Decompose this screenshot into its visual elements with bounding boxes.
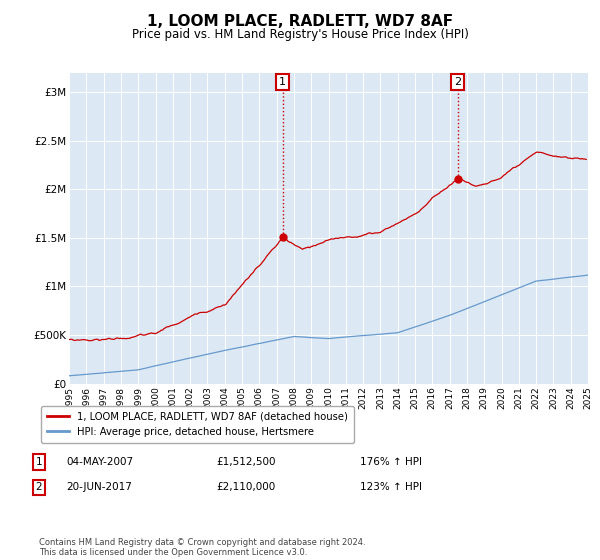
Text: 123% ↑ HPI: 123% ↑ HPI xyxy=(360,482,422,492)
Text: £2,110,000: £2,110,000 xyxy=(216,482,275,492)
Text: 1: 1 xyxy=(279,77,286,87)
Legend: 1, LOOM PLACE, RADLETT, WD7 8AF (detached house), HPI: Average price, detached h: 1, LOOM PLACE, RADLETT, WD7 8AF (detache… xyxy=(41,405,354,443)
Text: 176% ↑ HPI: 176% ↑ HPI xyxy=(360,457,422,467)
Text: 04-MAY-2007: 04-MAY-2007 xyxy=(66,457,133,467)
Text: Contains HM Land Registry data © Crown copyright and database right 2024.
This d: Contains HM Land Registry data © Crown c… xyxy=(39,538,365,557)
Text: 1, LOOM PLACE, RADLETT, WD7 8AF: 1, LOOM PLACE, RADLETT, WD7 8AF xyxy=(147,14,453,29)
Text: 2: 2 xyxy=(35,482,43,492)
Text: 2: 2 xyxy=(454,77,461,87)
Text: 20-JUN-2017: 20-JUN-2017 xyxy=(66,482,132,492)
Text: Price paid vs. HM Land Registry's House Price Index (HPI): Price paid vs. HM Land Registry's House … xyxy=(131,28,469,41)
Text: £1,512,500: £1,512,500 xyxy=(216,457,275,467)
Text: 1: 1 xyxy=(35,457,43,467)
